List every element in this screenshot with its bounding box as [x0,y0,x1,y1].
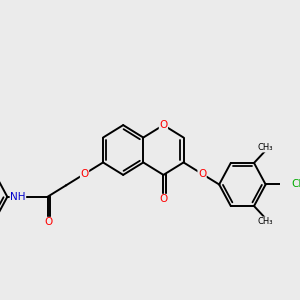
Text: O: O [159,120,168,130]
Text: O: O [80,169,89,179]
Text: O: O [198,169,206,179]
Text: O: O [44,217,52,227]
Text: Cl: Cl [292,179,300,190]
Text: NH: NH [10,192,26,202]
Text: CH₃: CH₃ [258,143,273,152]
Text: CH₃: CH₃ [258,217,273,226]
Text: O: O [159,194,168,204]
